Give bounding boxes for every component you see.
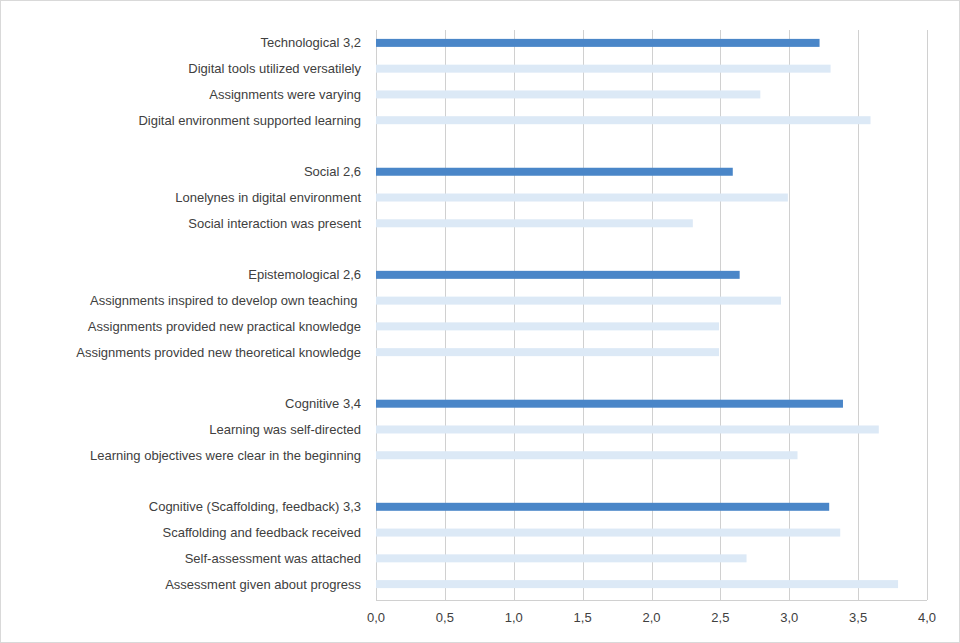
category-label: Scaffolding and feedback received xyxy=(162,525,361,540)
bar xyxy=(376,219,693,227)
category-label: Assignments inspired to develop own teac… xyxy=(90,293,361,308)
category-label: Cognitive 3,4 xyxy=(285,396,361,411)
category-label: Learning objectives were clear in the be… xyxy=(90,448,361,463)
category-label: Social interaction was present xyxy=(188,216,361,231)
bar xyxy=(376,580,898,588)
bar xyxy=(376,451,798,459)
category-label: Assignments provided new practical knowl… xyxy=(88,319,361,334)
category-label: Cognitive (Scaffolding, feedback) 3,3 xyxy=(149,499,361,514)
category-label: Digital environment supported learning xyxy=(138,113,361,128)
chart: 0,0 0,5 1,0 1,5 2,0 2,5 3,0 3,5 4,0 Technological… xyxy=(0,0,960,643)
category-label: Social 2,6 xyxy=(304,164,361,179)
category-label: Assessment given about progress xyxy=(165,577,361,592)
grid-line xyxy=(583,30,584,600)
grid xyxy=(377,30,928,600)
tick-label: 2,5 xyxy=(711,610,729,625)
bar xyxy=(376,400,843,408)
category-label: Lonelynes in digital environment xyxy=(175,190,361,205)
bar xyxy=(376,168,733,176)
grid-line xyxy=(858,30,859,600)
grid-line xyxy=(376,30,377,600)
bars xyxy=(376,39,898,588)
bar xyxy=(376,529,840,537)
axis-line xyxy=(376,600,927,601)
bar xyxy=(376,194,788,202)
bar xyxy=(376,90,760,98)
bar xyxy=(376,425,879,433)
tick-label: 0,5 xyxy=(436,610,454,625)
tick-label: 2,0 xyxy=(642,610,660,625)
tick-label: 3,0 xyxy=(780,610,798,625)
bar xyxy=(376,322,719,330)
chart-frame xyxy=(1,1,960,643)
tick-label: 3,5 xyxy=(849,610,867,625)
category-label: Technological 3,2 xyxy=(261,35,361,50)
category-label: Assignments were varying xyxy=(209,87,361,102)
grid-line xyxy=(514,30,515,600)
category-label: Self-assessment was attached xyxy=(185,551,361,566)
tick-label: 0,0 xyxy=(367,610,385,625)
bar xyxy=(376,116,871,124)
category-label: Learning was self-directed xyxy=(209,422,361,437)
bar xyxy=(376,271,740,279)
grid-line xyxy=(789,30,790,600)
bar xyxy=(376,503,829,511)
grid-line xyxy=(445,30,446,600)
tick-label: 4,0 xyxy=(918,610,936,625)
bar xyxy=(376,297,781,305)
grid-line xyxy=(720,30,721,600)
grid-line xyxy=(652,30,653,600)
tick-label: 1,0 xyxy=(505,610,523,625)
bar xyxy=(376,554,747,562)
category-label: Digital tools utilized versatilely xyxy=(188,61,361,76)
category-label: Assignments provided new theoretical kno… xyxy=(76,345,361,360)
grid-line xyxy=(927,30,928,600)
bar xyxy=(376,65,831,73)
bar xyxy=(376,39,820,47)
category-label: Epistemological 2,6 xyxy=(248,267,361,282)
tick-label: 1,5 xyxy=(574,610,592,625)
bar xyxy=(376,348,719,356)
